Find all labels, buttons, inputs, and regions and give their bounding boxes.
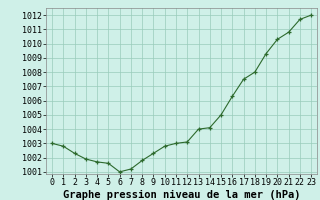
X-axis label: Graphe pression niveau de la mer (hPa): Graphe pression niveau de la mer (hPa)	[63, 190, 300, 200]
